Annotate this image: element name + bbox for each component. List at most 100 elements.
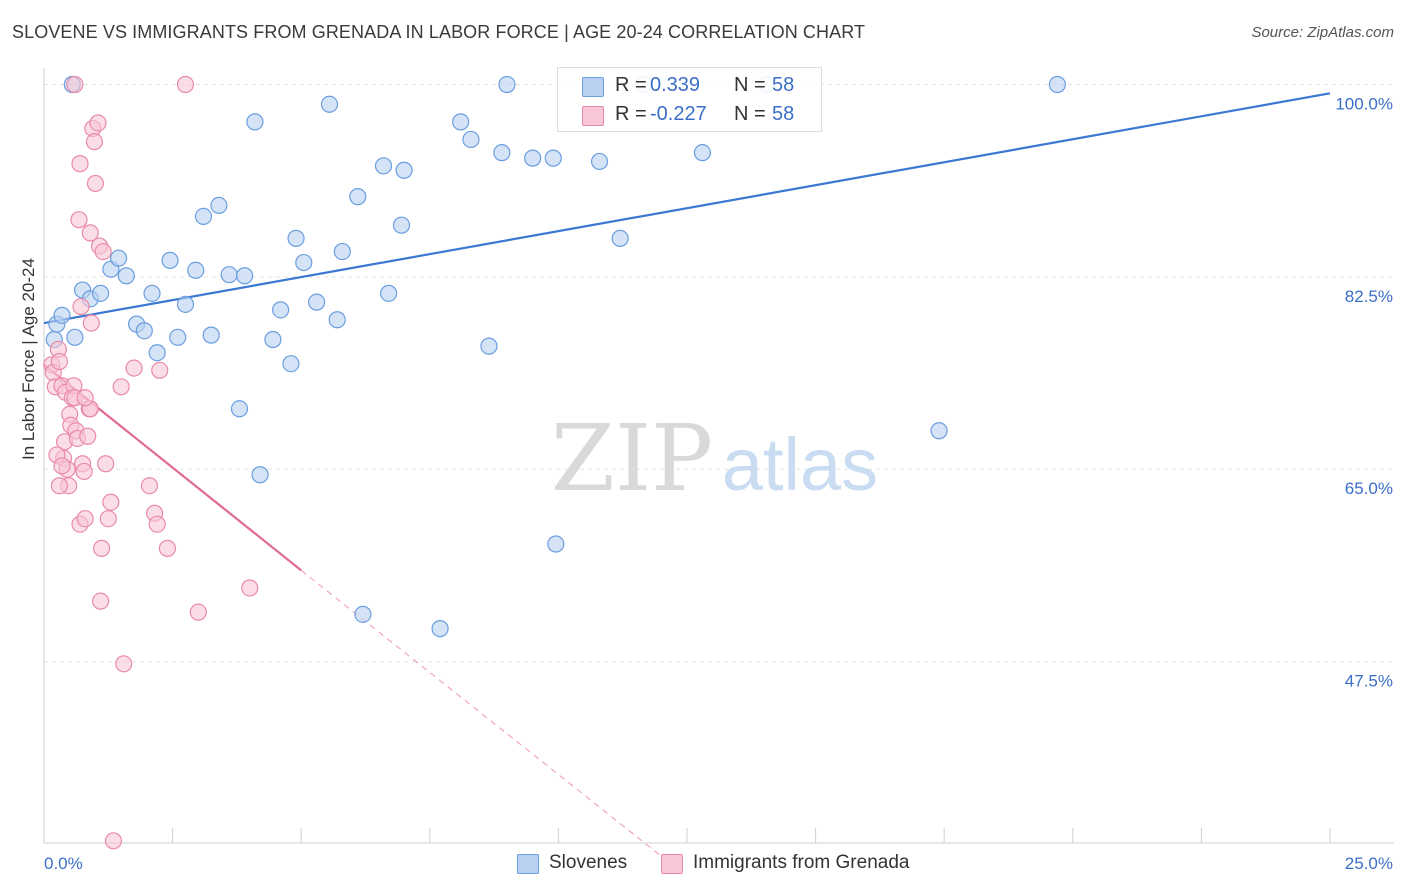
grenada-n-value: 58 (772, 103, 795, 125)
grenada-point (148, 515, 166, 533)
grenada-point (86, 174, 105, 193)
stats-row-slovenes: R = 0.339 N = 58 (558, 71, 821, 101)
grenada-point (72, 297, 90, 316)
grenada-point (189, 603, 207, 621)
grenada-point (50, 477, 69, 495)
slovenes-legend-label: Slovenes (549, 852, 628, 873)
grenada-point (151, 361, 169, 379)
slovenes-point (693, 144, 712, 162)
grenada-point (75, 462, 93, 481)
slovenes-point (611, 229, 629, 247)
slovenes-point (320, 95, 339, 113)
grenada-point (82, 314, 100, 332)
n-label: N = (734, 103, 766, 125)
grenada-point (70, 211, 88, 229)
slovenes-point (161, 251, 179, 269)
slovenes-point (590, 152, 609, 171)
slovenes-point (498, 75, 516, 94)
grenada-point (89, 114, 107, 132)
grenada-point (91, 592, 110, 610)
r-label: R = (615, 74, 647, 96)
slovenes-point (349, 188, 367, 206)
grid-lines (44, 83, 1394, 663)
grenada-legend-swatch (661, 854, 683, 874)
grenada-point (79, 427, 97, 445)
slovenes-point (462, 130, 480, 149)
source-credit: Source: ZipAtlas.com (1251, 24, 1394, 41)
grenada-point (81, 224, 99, 242)
slovenes-point (148, 344, 166, 362)
slovenes-n-value: 58 (772, 74, 795, 96)
slovenes-point (395, 161, 413, 179)
grenada-legend-label: Immigrants from Grenada (693, 852, 910, 873)
slovenes-point (354, 605, 372, 623)
stats-legend: R = 0.339 N = 58 R = -0.227 N = 58 (557, 67, 822, 132)
slovenes-point (109, 249, 128, 267)
grenada-swatch (582, 106, 604, 126)
slovenes-point (135, 322, 153, 340)
slovenes-point (169, 328, 187, 346)
slovenes-point (452, 113, 470, 131)
slovenes-point (380, 284, 398, 302)
grenada-point (102, 493, 120, 511)
slovenes-point (282, 355, 300, 373)
watermark-zip: ZIP (551, 405, 713, 512)
tick-labels: 47.5% 65.0% 82.5% 100.0% 0.0% 25.0% (44, 94, 1393, 873)
slovenes-point (272, 301, 290, 319)
slovenes-point (930, 422, 948, 440)
stats-row-grenada: R = -0.227 N = 58 (558, 100, 821, 130)
grenada-point (112, 378, 130, 396)
slovenes-point (333, 242, 351, 261)
grenada-point (94, 242, 112, 261)
x-tick-label-max: 25.0% (1345, 854, 1393, 873)
watermark-atlas: atlas (722, 423, 878, 506)
y-axis-label: In Labor Force | Age 20-24 (19, 258, 38, 460)
slovenes-point (236, 267, 254, 285)
slovenes-point (264, 330, 282, 349)
axes (43, 68, 1394, 844)
slovenes-point (524, 149, 542, 167)
slovenes-point (544, 149, 562, 167)
slovenes-r-value: 0.339 (650, 74, 701, 96)
slovenes-point (1048, 75, 1066, 94)
grenada-point (241, 579, 259, 597)
slovenes-point (251, 466, 269, 484)
slovenes-point (91, 284, 110, 302)
grenada-point (85, 133, 104, 151)
slovenes-swatch (582, 77, 604, 97)
slovenes-point (287, 229, 305, 247)
y-tick-label: 47.5% (1345, 672, 1393, 691)
slovenes-point (328, 311, 346, 329)
grenada-point (66, 75, 84, 94)
grenada-point (115, 655, 133, 673)
y-tick-label: 100.0% (1335, 94, 1393, 113)
grenada-r-value: -0.227 (650, 103, 707, 125)
grenada-point (158, 539, 177, 557)
slovenes-point (176, 295, 195, 313)
grenada-point (125, 359, 143, 377)
slovenes-point (392, 216, 411, 234)
slovenes-point (230, 400, 249, 418)
grenada-point (104, 832, 123, 850)
r-label: R = (615, 103, 647, 125)
slovenes-trend-line (43, 92, 1331, 325)
slovenes-point (493, 144, 511, 162)
slovenes-legend-swatch (517, 854, 539, 874)
chart-title: SLOVENE VS IMMIGRANTS FROM GRENADA IN LA… (12, 22, 866, 42)
slovenes-point (308, 293, 326, 311)
y-tick-label: 65.0% (1345, 479, 1393, 498)
slovenes-point (295, 253, 313, 272)
grenada-point (99, 510, 117, 528)
grenada-point (76, 510, 94, 528)
grenada-point (76, 389, 94, 407)
grenada-point (53, 457, 71, 475)
watermark: ZIP atlas (551, 405, 878, 512)
slovenes-point (374, 157, 393, 175)
slovenes-point (431, 620, 449, 638)
grenada-point (50, 352, 69, 371)
slovenes-point (117, 267, 135, 285)
x-tick-label-min: 0.0% (44, 854, 83, 873)
slovenes-point (202, 326, 220, 344)
slovenes-point (547, 535, 565, 553)
